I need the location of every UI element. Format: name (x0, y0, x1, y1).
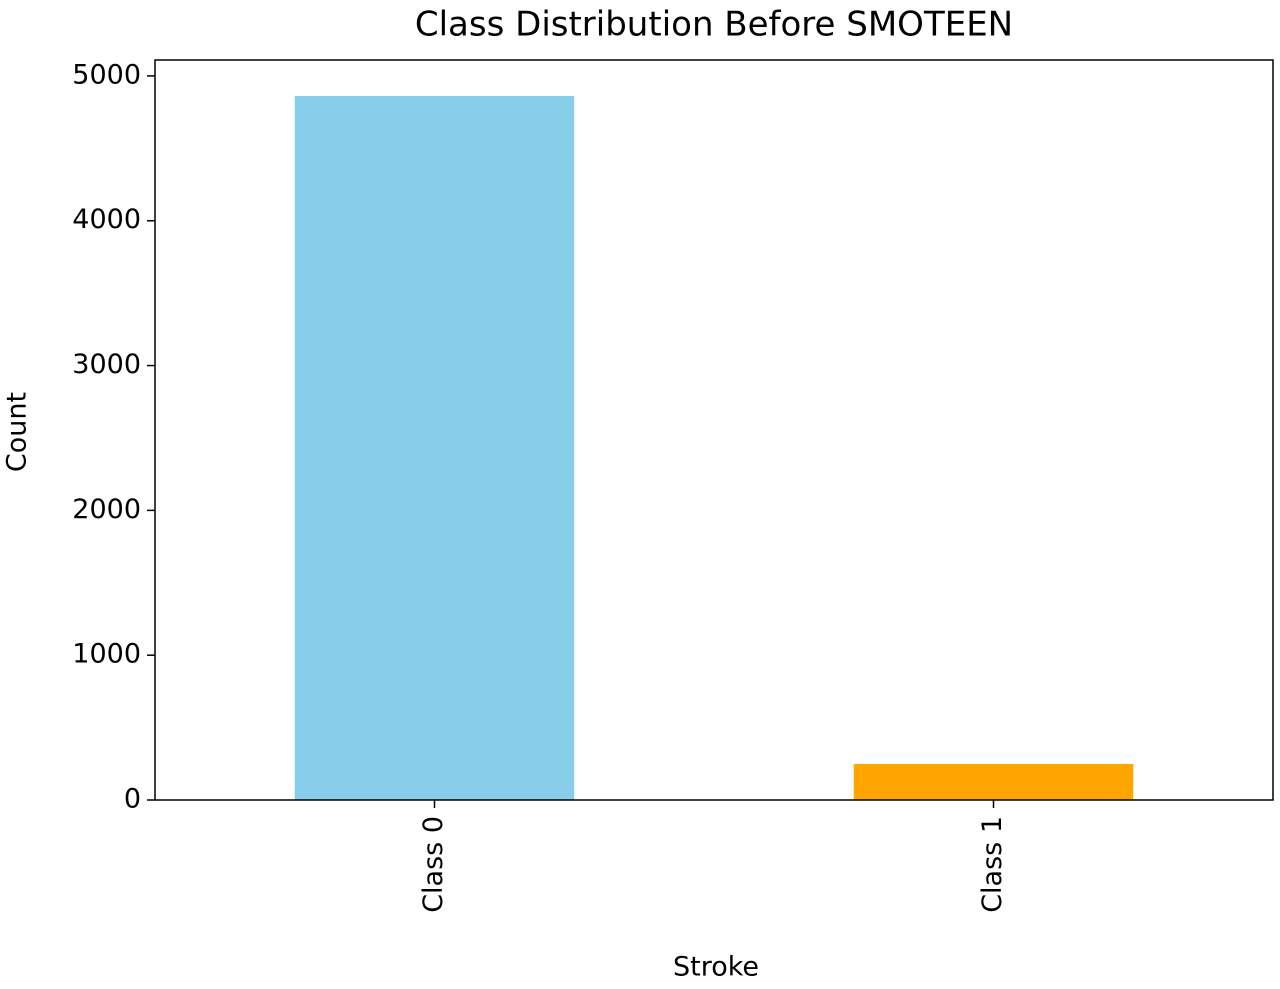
x-axis-label: Stroke (673, 952, 759, 983)
y-tick-label: 0 (124, 784, 141, 815)
bar (853, 763, 1134, 800)
y-tick-label: 5000 (72, 59, 141, 90)
y-tick-label: 1000 (72, 639, 141, 670)
bar (294, 96, 575, 800)
plot-frame (154, 59, 1274, 801)
x-tick-label: Class 1 (977, 816, 1008, 913)
y-tick-label: 2000 (72, 494, 141, 525)
y-axis-label: Count (2, 392, 33, 472)
x-tick-label: Class 0 (418, 816, 449, 913)
y-tick-label: 3000 (72, 349, 141, 380)
y-tick-label: 4000 (72, 204, 141, 235)
chart-title: Class Distribution Before SMOTEEN (415, 5, 1013, 45)
